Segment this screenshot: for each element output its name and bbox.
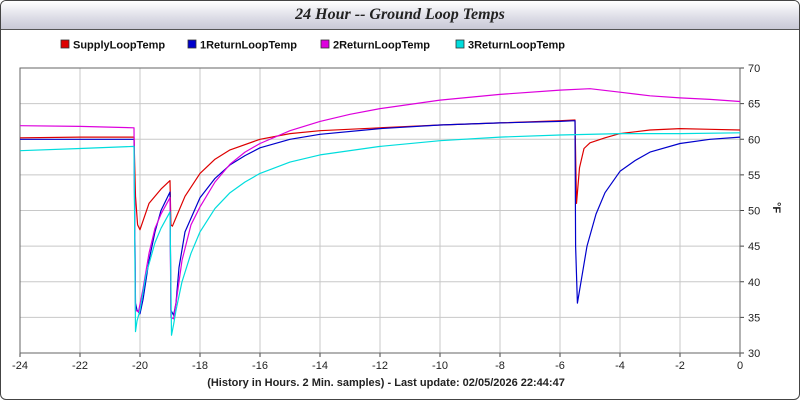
y-tick-label: 35 xyxy=(748,312,760,324)
y-tick-label: 65 xyxy=(748,99,760,111)
series-line-3ReturnLoopTemp xyxy=(19,132,741,336)
x-tick-label: -24 xyxy=(12,360,28,372)
y-tick-label: 70 xyxy=(748,63,760,75)
y-tick-label: 50 xyxy=(748,206,760,218)
legend-label-SupplyLoopTemp: SupplyLoopTemp xyxy=(73,40,165,52)
legend-label-3ReturnLoopTemp: 3ReturnLoopTemp xyxy=(468,40,565,52)
legend-swatch-SupplyLoopTemp xyxy=(60,39,70,49)
legend-label-2ReturnLoopTemp: 2ReturnLoopTemp xyxy=(333,40,430,52)
legend-swatch-1ReturnLoopTemp xyxy=(187,39,197,49)
x-tick-label: -16 xyxy=(252,360,268,372)
y-tick-label: 55 xyxy=(748,170,760,182)
x-tick-label: -12 xyxy=(372,360,388,372)
series-line-1ReturnLoopTemp xyxy=(20,120,741,316)
legend-swatch-2ReturnLoopTemp xyxy=(320,39,330,49)
y-tick-label: 30 xyxy=(748,348,760,360)
x-tick-label: 0 xyxy=(737,360,743,372)
x-tick-label: -20 xyxy=(132,360,148,372)
chart-title: 24 Hour -- Ground Loop Temps xyxy=(295,6,505,23)
legend-swatch-3ReturnLoopTemp xyxy=(455,39,465,49)
x-tick-label: -10 xyxy=(432,360,448,372)
x-tick-label: -4 xyxy=(615,360,625,372)
y-tick-label: 45 xyxy=(748,241,760,253)
x-tick-label: -22 xyxy=(72,360,88,372)
x-tick-label: -2 xyxy=(675,360,685,372)
x-tick-label: -6 xyxy=(555,360,565,372)
plot-border xyxy=(19,67,741,354)
x-tick-label: -8 xyxy=(495,360,505,372)
legend-label-1ReturnLoopTemp: 1ReturnLoopTemp xyxy=(200,40,297,52)
title-bar: 24 Hour -- Ground Loop Temps xyxy=(1,1,799,30)
x-tick-label: -14 xyxy=(312,360,328,372)
y-tick-label: 40 xyxy=(748,277,760,289)
x-tick-label: -18 xyxy=(192,360,208,372)
y-axis-label: °F xyxy=(770,202,782,213)
y-tick-label: 60 xyxy=(748,134,760,146)
x-axis-label: (History in Hours. 2 Min. samples) - Las… xyxy=(207,377,565,389)
